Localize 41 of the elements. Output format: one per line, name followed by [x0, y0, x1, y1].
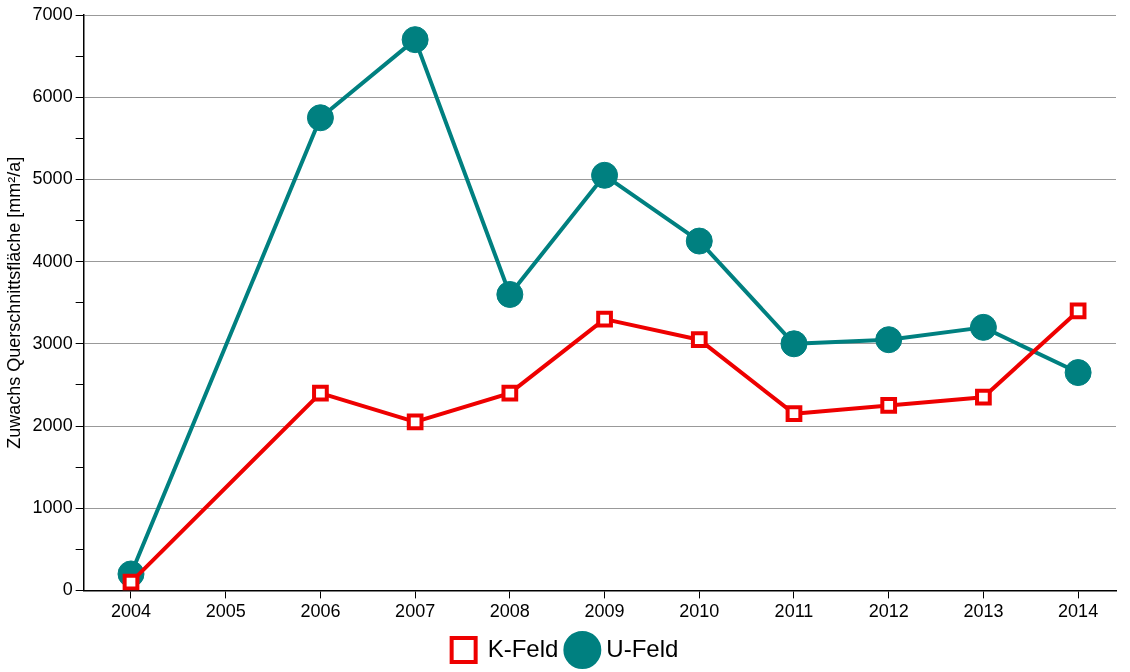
y-tick-label: 6000	[32, 86, 73, 107]
point	[780, 330, 808, 358]
legend-label: K-Feld	[487, 634, 559, 662]
x-tick-label: 2008	[489, 601, 530, 622]
x-tick-label: 2011	[774, 601, 814, 622]
point	[596, 310, 613, 328]
x-tick-label: 2012	[868, 601, 909, 622]
point	[880, 397, 898, 414]
y-tick-label: 3000	[32, 332, 73, 353]
legend-label: U-Feld	[606, 634, 679, 662]
point	[969, 313, 997, 341]
point	[401, 26, 429, 54]
point	[1069, 302, 1087, 320]
point	[496, 280, 524, 308]
x-tick-label: 2007	[395, 601, 436, 622]
y-tick-label: 1000	[32, 497, 73, 518]
y-tick-label: 5000	[32, 168, 73, 189]
x-tick-label: 2009	[584, 601, 625, 622]
x-tick-label: 2006	[300, 601, 341, 622]
point	[591, 161, 619, 189]
x-tick-label: 2014	[1058, 601, 1099, 622]
y-tick-label: 2000	[32, 414, 73, 435]
point	[975, 388, 992, 406]
point	[501, 384, 519, 402]
point	[312, 384, 329, 402]
point	[1064, 359, 1092, 387]
point	[122, 573, 140, 591]
y-tick-label: 0	[62, 579, 73, 600]
x-tick-label: 2013	[963, 601, 1004, 622]
y-tick-label: 7000	[32, 3, 73, 24]
y-tick-label: 4000	[32, 250, 73, 271]
point	[690, 331, 708, 349]
x-tick-label: 2004	[110, 601, 152, 622]
point	[685, 227, 713, 255]
x-tick-label: 2010	[679, 601, 720, 622]
point	[306, 104, 334, 132]
point	[875, 326, 903, 354]
y-axis-title: Zuwachs Querschnittsfläche [mm²/a]	[3, 156, 24, 449]
x-tick-label: 2005	[205, 601, 246, 622]
point	[785, 405, 803, 423]
point	[406, 413, 424, 431]
